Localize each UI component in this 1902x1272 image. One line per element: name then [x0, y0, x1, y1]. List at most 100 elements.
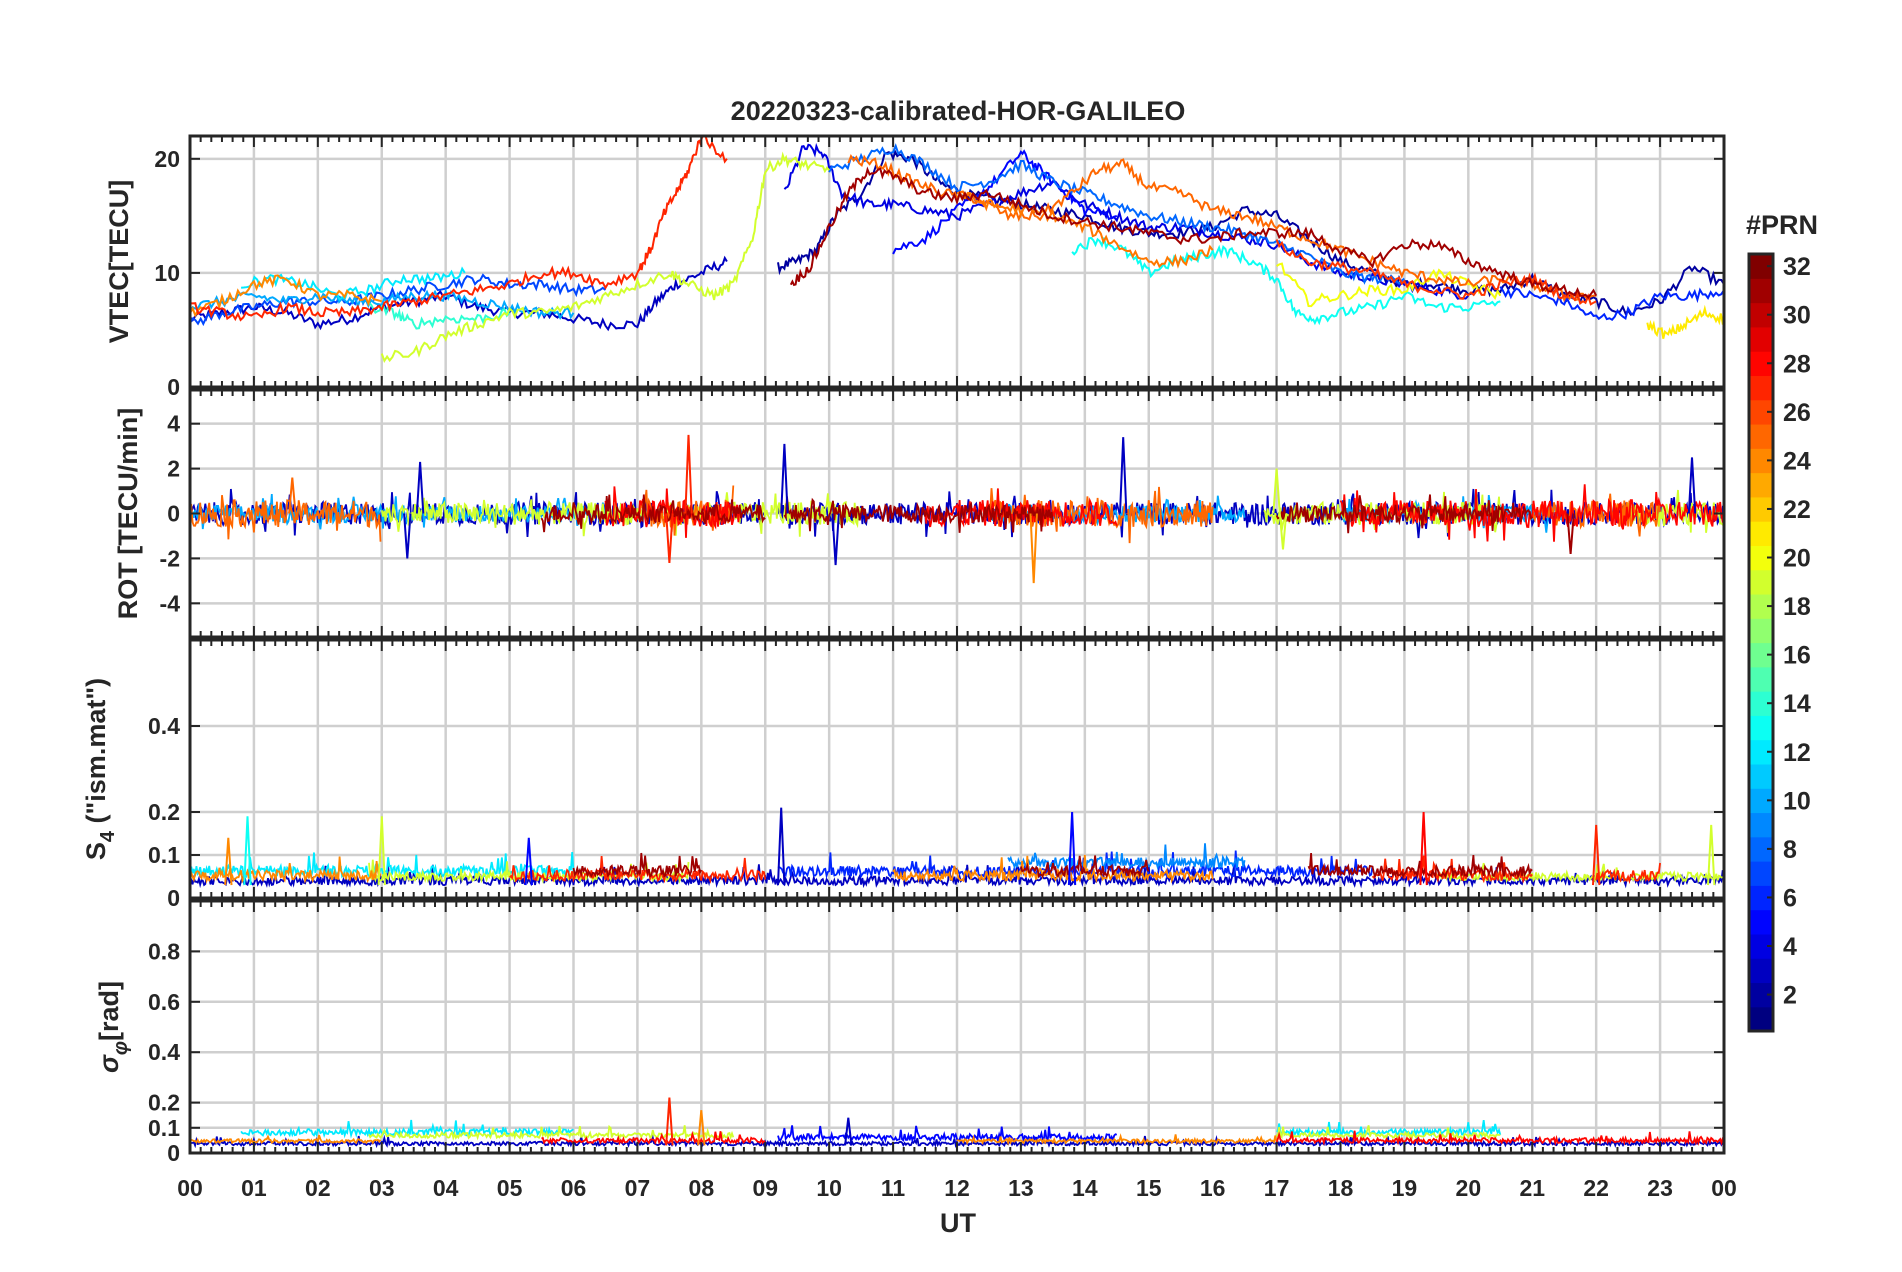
- spike-prn-24: [697, 1110, 706, 1146]
- series-prn-31: [789, 166, 1598, 300]
- chart-title: 20220323-calibrated-HOR-GALILEO: [731, 96, 1186, 126]
- colorbar-bin-23: [1749, 472, 1773, 498]
- series-prn-13: [1071, 236, 1501, 326]
- colorbar-bin-13: [1749, 715, 1773, 741]
- colorbar-bin-25: [1749, 423, 1773, 449]
- spike-prn-19: [377, 816, 386, 886]
- x-tick-label: 09: [752, 1175, 778, 1201]
- y-tick-label: 4: [167, 411, 180, 437]
- colorbar-bin-9: [1749, 812, 1773, 838]
- series-prn-31-seg-0: [572, 852, 703, 879]
- x-tick-label: 07: [625, 1175, 651, 1201]
- y-tick-label: 0.2: [148, 1090, 180, 1116]
- colorbar-label: #PRN: [1746, 210, 1818, 240]
- x-tick-label: 14: [1072, 1175, 1098, 1201]
- series-prn-3-seg-0: [190, 863, 1724, 889]
- x-tick-label: 11: [881, 1175, 906, 1201]
- y-axis-label-vtec: VTEC[TECU]: [104, 180, 134, 344]
- series-prn-25: [847, 153, 1597, 303]
- y-tick-label: 0.4: [148, 713, 180, 739]
- spike-prn-28: [1419, 811, 1428, 886]
- panel-s4: 0 0.1 0.2 0.4 S4 ("ism.mat"): [81, 638, 1726, 911]
- colorbar-tick-label: 32: [1783, 253, 1811, 281]
- x-tick-label: 21: [1519, 1175, 1545, 1201]
- series-prn-31-seg-2: [1275, 494, 1533, 534]
- x-tick-label: 06: [561, 1175, 587, 1201]
- x-tick-label: 16: [1200, 1175, 1226, 1201]
- series-prn-27-seg-2: [1595, 862, 1661, 885]
- spike-prn-31: [1566, 513, 1575, 554]
- colorbar-tick-label: 24: [1783, 447, 1811, 475]
- series-prn-9-seg-0: [1007, 843, 1246, 871]
- x-tick-label: 20: [1456, 1175, 1482, 1201]
- series-prn-7: [190, 273, 607, 327]
- spike-prn-27: [665, 1097, 674, 1146]
- y-tick-label: 0: [167, 501, 180, 527]
- plot-area-rot: [190, 434, 1724, 584]
- colorbar-tick-label: 8: [1783, 836, 1797, 864]
- panel-rot: -4 -2 0 2 4 ROT [TECU/min]: [113, 388, 1726, 639]
- spike-prn-3: [1119, 437, 1128, 514]
- y-tick-label: 20: [154, 146, 180, 172]
- series-prn-24-seg-0: [190, 856, 382, 885]
- series-prn-5: [892, 149, 1118, 255]
- spike-prn-3: [777, 807, 786, 886]
- series-prn-4: [783, 142, 1470, 300]
- y-tick-label: 0.4: [148, 1039, 180, 1065]
- y-tick-label: 0: [167, 1140, 180, 1166]
- series-prn-3: [190, 255, 728, 332]
- series-prn-27-seg-0: [508, 856, 767, 884]
- colorbar-bin-1: [1749, 1006, 1773, 1032]
- x-tick-label: 05: [497, 1175, 523, 1201]
- x-tick-label: 10: [816, 1175, 842, 1201]
- y-axis-label-rot: ROT [TECU/min]: [113, 408, 143, 619]
- spike-prn-19: [1278, 513, 1288, 550]
- spike-prn-27: [665, 513, 674, 563]
- series-prn-26.5: [1275, 239, 1597, 306]
- x-tick-label: 13: [1008, 1175, 1034, 1201]
- spike-prn-3: [1687, 457, 1697, 514]
- plot-area-s4: [190, 807, 1724, 889]
- colorbar-bin-31: [1749, 278, 1773, 304]
- series-prn-21: [1646, 304, 1724, 339]
- spike-prn-3: [831, 513, 840, 566]
- series-prn-25-seg-0: [190, 494, 382, 542]
- y-tick-label: 0.1: [148, 842, 180, 868]
- spike-prn-27: [684, 434, 693, 514]
- series-prn-24: [190, 274, 383, 318]
- series-prn-24-seg-1: [956, 1133, 1278, 1146]
- colorbar-tick-label: 30: [1783, 302, 1811, 330]
- y-tick-label: -4: [160, 590, 181, 616]
- spike-prn-5: [1067, 811, 1077, 886]
- colorbar-tick-label: 18: [1783, 593, 1811, 621]
- colorbar-tick-label: 14: [1783, 690, 1811, 718]
- colorbar-bin-3: [1749, 958, 1773, 984]
- spike-prn-27: [1592, 824, 1601, 886]
- spike-prn-5: [524, 837, 533, 886]
- panel-sigma_phi: 00.10.2 0.4 0.6 0.8 σφ[rad]: [94, 899, 1726, 1166]
- spike-prn-19: [1707, 824, 1716, 886]
- x-tick-label: 00: [1711, 1175, 1737, 1201]
- x-tick-label: 01: [241, 1175, 267, 1201]
- y-tick-label: -2: [160, 545, 180, 571]
- y-tick-label: 10: [154, 260, 180, 286]
- spike-prn-13: [243, 816, 252, 886]
- series-prn-20: [1276, 262, 1502, 308]
- series-prn-31-seg-1: [1020, 855, 1150, 879]
- series-prn-6: [1499, 286, 1724, 321]
- colorbar-tick-label: 12: [1783, 739, 1811, 767]
- colorbar-bin-29: [1749, 326, 1773, 352]
- x-axis-label: UT: [940, 1208, 976, 1238]
- x-tick-label: 15: [1136, 1175, 1162, 1201]
- panel-vtec: 0 10 20 VTEC[TECU]: [104, 134, 1726, 400]
- spike-prn-3: [844, 1117, 853, 1146]
- spike-prn-24: [224, 837, 233, 886]
- colorbar-bin-11: [1749, 763, 1773, 789]
- y-tick-label: 0: [167, 885, 180, 911]
- x-tick-label: 17: [1264, 1175, 1290, 1201]
- series-prn-8: [828, 143, 1405, 286]
- series-prn-25-seg-3: [1531, 493, 1661, 537]
- colorbar-bin-17: [1749, 618, 1773, 644]
